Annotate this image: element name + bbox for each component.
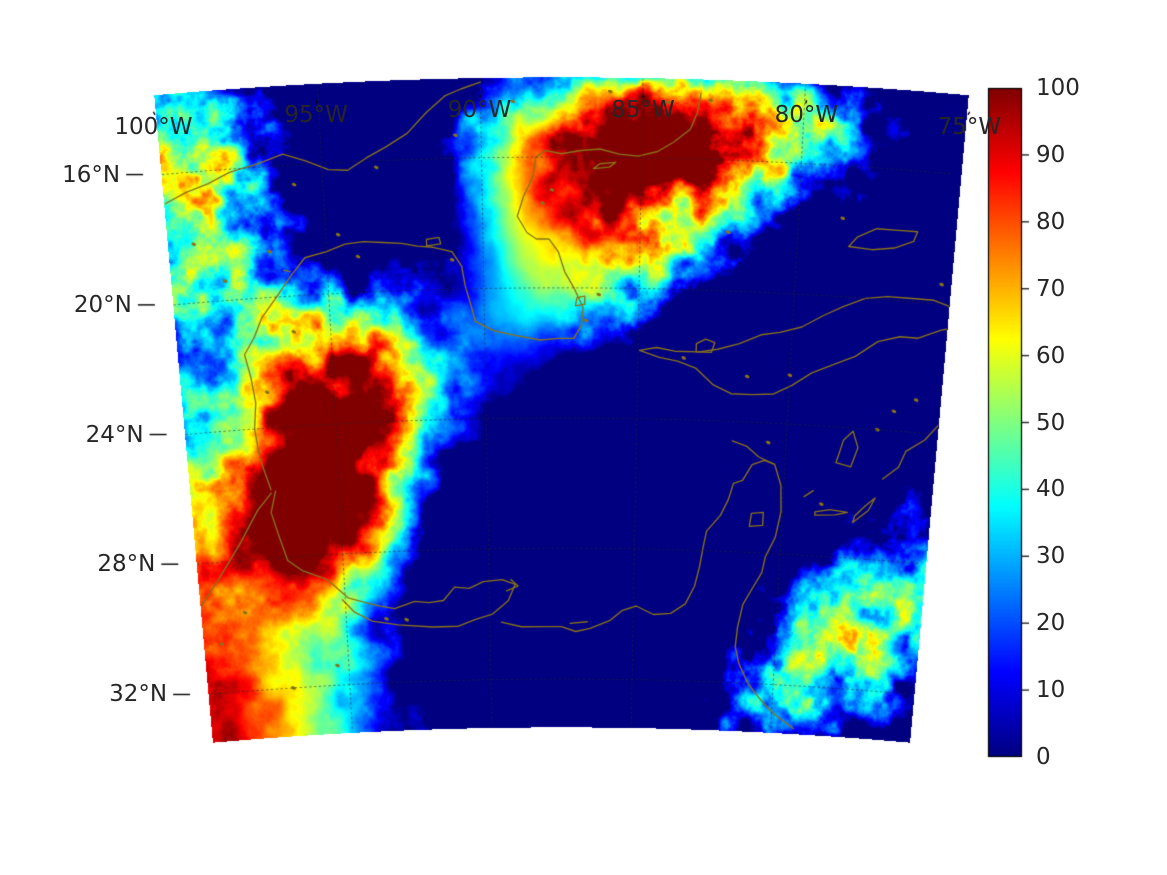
y-tick-label-2: 24°N [85, 421, 144, 448]
colorbar-tick-label-1: 10 [1036, 677, 1066, 704]
colorbar-tick-label-8: 80 [1036, 208, 1066, 235]
y-tick-label-3: 28°N [97, 551, 156, 578]
colorbar-tick-label-7: 70 [1036, 275, 1066, 302]
colorbar-tick-label-10: 100 [1036, 75, 1080, 101]
colorbar-tick-label-4: 40 [1036, 476, 1066, 503]
x-tick-label-2: 90°W [447, 96, 512, 123]
colorbar-tick-label-5: 50 [1036, 409, 1066, 436]
y-tick-label-1: 20°N [73, 291, 132, 318]
x-tick-label-3: 85°W [611, 96, 675, 123]
x-tick-label-5: 75°W [937, 113, 1002, 140]
x-tick-label-1: 95°W [284, 102, 348, 129]
y-tick-label-4: 32°N [109, 681, 168, 708]
colorbar-tick-label-9: 90 [1036, 141, 1066, 168]
y-tick-label-0: 16°N [62, 161, 121, 188]
x-tick-label-0: 100°W [114, 113, 193, 140]
x-tick-label-4: 80°W [774, 102, 839, 129]
colorbar-tick-label-0: 0 [1036, 744, 1051, 770]
colorbar-tick-label-3: 30 [1036, 543, 1066, 570]
colorbar-tick-label-2: 20 [1036, 610, 1066, 637]
colorbar-tick-label-6: 60 [1036, 342, 1066, 369]
